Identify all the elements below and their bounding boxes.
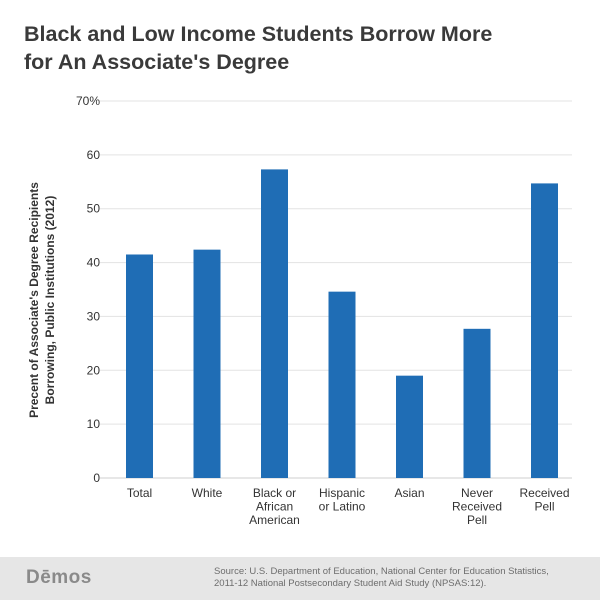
x-tick-label: Total — [127, 486, 152, 500]
y-tick-label: 60 — [87, 148, 101, 162]
bar — [193, 249, 221, 478]
y-axis-title-line: Borrowing, Public Institutions (2012) — [43, 196, 57, 405]
bar — [126, 254, 153, 478]
y-tick-label: 50 — [87, 202, 101, 216]
y-tick-labels: 0 10 20 30 40 50 60 70% — [76, 94, 100, 485]
x-tick-label-line: Asian — [394, 486, 424, 500]
y-tick-label: 70% — [76, 94, 100, 108]
x-tick-label: Never Received Pell — [452, 486, 502, 527]
chart-title: Black and Low Income Students Borrow Mor… — [24, 20, 584, 76]
y-tick-label: 40 — [87, 256, 101, 270]
y-axis-title-line: Precent of Associate's Degree Recipients — [27, 182, 41, 418]
source-line-2: 2011-12 National Postsecondary Student A… — [214, 578, 487, 589]
y-tick-label: 20 — [87, 363, 101, 377]
x-tick-label-line: Received — [519, 486, 569, 500]
x-tick-labels: Total White Black or African American Hispani… — [127, 486, 570, 527]
demos-logo: Dēmos — [26, 567, 92, 588]
source-line-1: Source: U.S. Department of Education, Na… — [214, 566, 549, 577]
y-axis-title: Precent of Associate's Degree Recipients… — [27, 182, 57, 418]
x-tick-label-line: Black or — [253, 486, 296, 500]
x-tick-label-line: Total — [127, 486, 152, 500]
x-tick-label: Hispanic or Latino — [319, 486, 366, 514]
bar — [396, 375, 423, 478]
x-tick-label-line: White — [192, 486, 223, 500]
bar — [328, 291, 356, 478]
bar — [261, 169, 288, 479]
x-tick-label-line: African — [256, 500, 293, 514]
bar-chart: 0 10 20 30 40 50 60 70% Precent of Associate's … — [27, 94, 572, 527]
x-tick-label-line: Hispanic — [319, 486, 365, 500]
x-tick-label-line: Received — [452, 500, 502, 514]
source-note: Source: U.S. Department of Education, Na… — [214, 566, 594, 590]
bars — [126, 169, 558, 479]
chart-title-line-2: for An Associate's Degree — [24, 50, 290, 74]
x-tick-label-line: Pell — [534, 500, 554, 514]
footer: Dēmos Source: U.S. Department of Educati… — [0, 557, 600, 600]
x-tick-label-line: Pell — [467, 513, 487, 527]
y-axis-label: Precent of Associate's Degree Recipients… — [27, 182, 57, 418]
bar — [531, 183, 558, 478]
x-tick-label: White — [192, 486, 223, 500]
y-tick-label: 30 — [87, 309, 101, 323]
x-tick-label: Received Pell — [519, 486, 569, 514]
y-tick-label: 10 — [87, 417, 101, 431]
x-tick-label-line: or Latino — [319, 500, 366, 514]
bar — [463, 328, 491, 478]
y-tick-label: 0 — [93, 471, 100, 485]
chart-title-line-1: Black and Low Income Students Borrow Mor… — [24, 22, 493, 46]
x-tick-label-line: Never — [461, 486, 493, 500]
x-tick-label-line: American — [249, 513, 300, 527]
x-tick-label: Black or African American — [249, 486, 300, 527]
x-tick-label: Asian — [394, 486, 424, 500]
